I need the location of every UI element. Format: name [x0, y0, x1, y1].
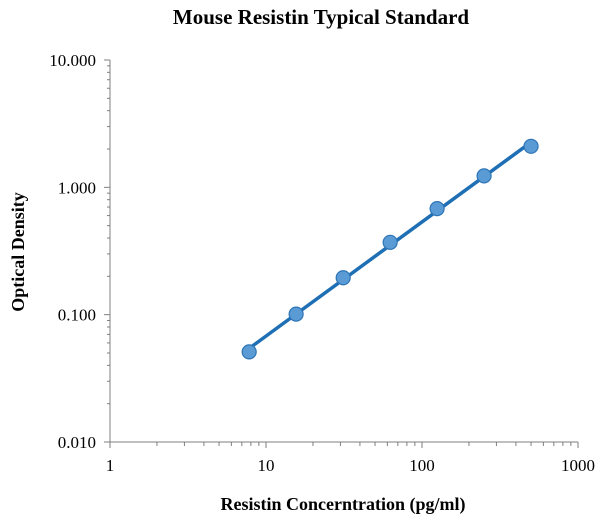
y-tick-label: 1.000	[58, 178, 96, 197]
x-tick-label: 100	[409, 456, 435, 475]
x-tick-label: 1	[106, 456, 115, 475]
data-point	[382, 234, 398, 250]
chart-title: Mouse Resistin Typical Standard	[173, 5, 470, 29]
ticks	[104, 59, 579, 448]
tick-labels: 0.010 0.100 1.000 10.000 1 10 100 1000	[49, 51, 595, 475]
data-point	[429, 201, 445, 217]
y-axis-title: Optical Density	[8, 192, 28, 312]
y-tick-label: 0.010	[58, 433, 96, 452]
y-tick-label: 0.100	[58, 306, 96, 325]
x-axis-title: Resistin Concerntration (pg/ml)	[221, 494, 466, 515]
y-tick-label: 10.000	[49, 51, 96, 70]
data-point	[335, 270, 351, 286]
data-point	[523, 138, 539, 154]
data-point	[476, 168, 492, 184]
x-tick-label: 10	[258, 456, 275, 475]
series	[241, 138, 539, 360]
data-point	[241, 344, 257, 360]
data-point	[288, 306, 304, 322]
x-tick-label: 1000	[561, 456, 595, 475]
axes	[109, 60, 578, 443]
